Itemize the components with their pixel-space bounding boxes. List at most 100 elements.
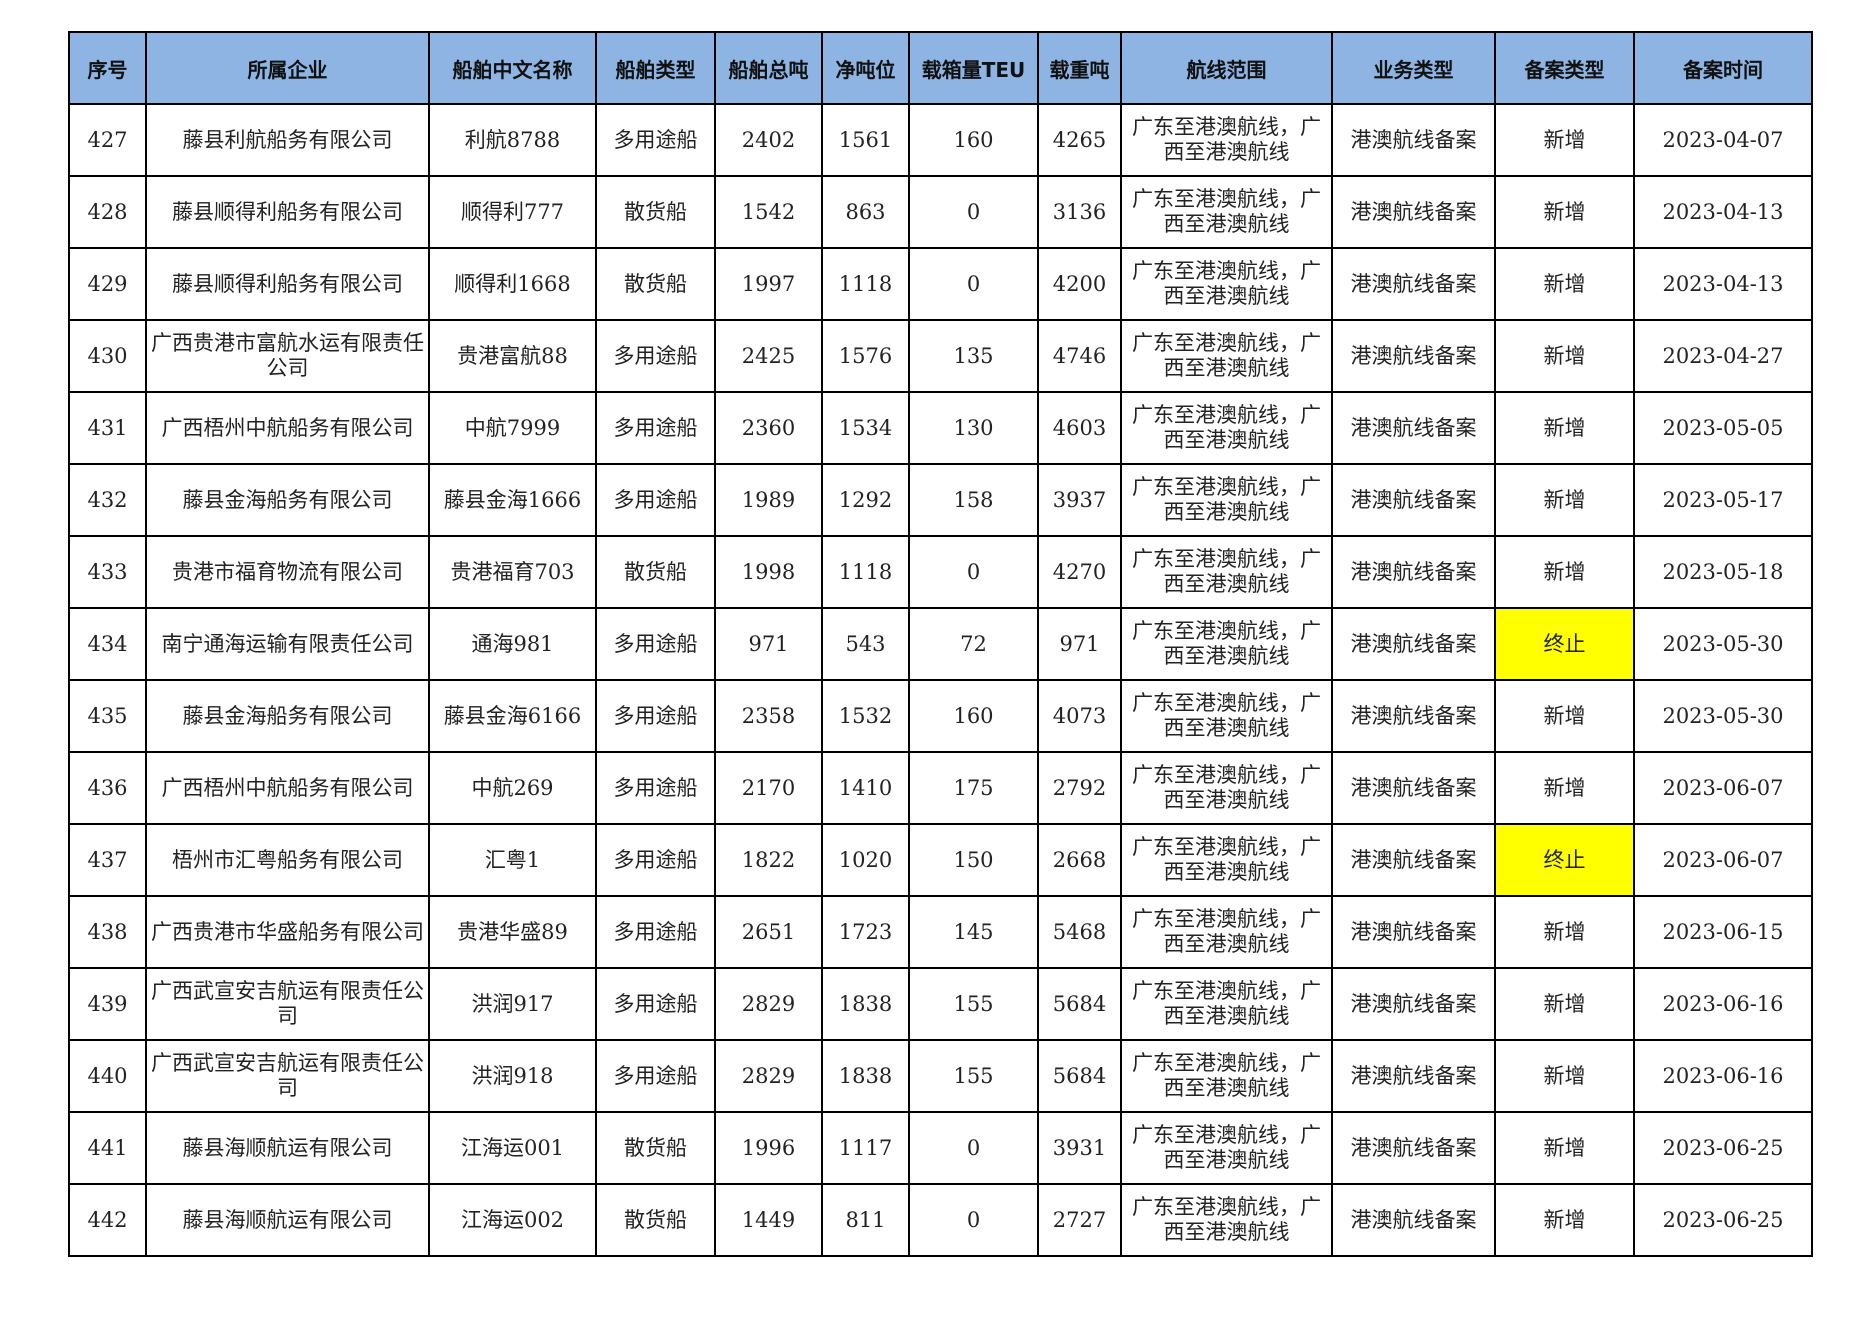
cell-net-tonnage: 1020 <box>821 823 910 897</box>
cell-teu-capacity: 160 <box>908 679 1039 753</box>
cell-filing-type: 新增 <box>1494 535 1635 609</box>
table-row: 433 贵港市福育物流有限公司 贵港福育703 散货船 1998 1118 0 4270 广东至… <box>68 535 1813 609</box>
cell-filing-type: 新增 <box>1494 1183 1635 1257</box>
cell-index: 434 <box>68 607 147 681</box>
cell-ship-name: 洪润918 <box>428 1039 597 1113</box>
cell-filing-date: 2023-06-16 <box>1633 967 1813 1041</box>
cell-filing-type: 终止 <box>1494 823 1635 897</box>
cell-gross-tonnage: 2402 <box>714 103 823 177</box>
cell-ship-name: 汇粤1 <box>428 823 597 897</box>
cell-index: 435 <box>68 679 147 753</box>
cell-index: 437 <box>68 823 147 897</box>
cell-net-tonnage: 1118 <box>821 247 910 321</box>
cell-gross-tonnage: 971 <box>714 607 823 681</box>
cell-deadweight: 2792 <box>1037 751 1122 825</box>
cell-deadweight: 3931 <box>1037 1111 1122 1185</box>
cell-index: 432 <box>68 463 147 537</box>
cell-filing-date: 2023-06-07 <box>1633 751 1813 825</box>
cell-filing-type: 新增 <box>1494 1039 1635 1113</box>
cell-ship-type: 多用途船 <box>595 967 716 1041</box>
cell-deadweight: 971 <box>1037 607 1122 681</box>
ship-registry-table: 序号 所属企业 船舶中文名称 船舶类型 船舶总吨 净吨位 载箱量TEU 载重吨 航线范围 业务类型… <box>68 31 1813 1257</box>
cell-index: 433 <box>68 535 147 609</box>
cell-filing-type: 新增 <box>1494 751 1635 825</box>
cell-teu-capacity: 175 <box>908 751 1039 825</box>
cell-gross-tonnage: 1996 <box>714 1111 823 1185</box>
table-header-row: 序号 所属企业 船舶中文名称 船舶类型 船舶总吨 净吨位 载箱量TEU 载重吨 航线范围 业务类型… <box>68 31 1813 105</box>
cell-ship-name: 洪润917 <box>428 967 597 1041</box>
header-ship-type: 船舶类型 <box>595 31 716 105</box>
cell-company: 藤县海顺航运有限公司 <box>145 1111 430 1185</box>
cell-deadweight: 2727 <box>1037 1183 1122 1257</box>
cell-filing-type: 新增 <box>1494 1111 1635 1185</box>
cell-ship-type: 多用途船 <box>595 103 716 177</box>
cell-gross-tonnage: 1822 <box>714 823 823 897</box>
cell-company: 藤县金海船务有限公司 <box>145 679 430 753</box>
cell-route-scope: 广东至港澳航线，广西至港澳航线 <box>1120 247 1333 321</box>
cell-ship-type: 多用途船 <box>595 751 716 825</box>
cell-net-tonnage: 1410 <box>821 751 910 825</box>
cell-company: 广西武宣安吉航运有限责任公司 <box>145 1039 430 1113</box>
cell-filing-date: 2023-06-25 <box>1633 1111 1813 1185</box>
cell-company: 藤县金海船务有限公司 <box>145 463 430 537</box>
cell-index: 428 <box>68 175 147 249</box>
cell-ship-type: 多用途船 <box>595 895 716 969</box>
cell-company: 藤县顺得利船务有限公司 <box>145 175 430 249</box>
header-route-scope: 航线范围 <box>1120 31 1333 105</box>
cell-ship-type: 散货船 <box>595 175 716 249</box>
cell-business-type: 港澳航线备案 <box>1331 175 1496 249</box>
cell-ship-type: 多用途船 <box>595 319 716 393</box>
cell-company: 广西武宣安吉航运有限责任公司 <box>145 967 430 1041</box>
cell-ship-type: 散货船 <box>595 1111 716 1185</box>
cell-company: 南宁通海运输有限责任公司 <box>145 607 430 681</box>
cell-index: 430 <box>68 319 147 393</box>
cell-net-tonnage: 1532 <box>821 679 910 753</box>
header-filing-date: 备案时间 <box>1633 31 1813 105</box>
cell-company: 广西贵港市华盛船务有限公司 <box>145 895 430 969</box>
cell-filing-type: 新增 <box>1494 679 1635 753</box>
cell-teu-capacity: 158 <box>908 463 1039 537</box>
table-row: 429 藤县顺得利船务有限公司 顺得利1668 散货船 1997 1118 0 4200 广东至… <box>68 247 1813 321</box>
cell-ship-name: 贵港福育703 <box>428 535 597 609</box>
cell-route-scope: 广东至港澳航线，广西至港澳航线 <box>1120 175 1333 249</box>
cell-filing-date: 2023-05-30 <box>1633 607 1813 681</box>
cell-teu-capacity: 0 <box>908 175 1039 249</box>
cell-teu-capacity: 0 <box>908 535 1039 609</box>
cell-filing-type: 新增 <box>1494 967 1635 1041</box>
cell-deadweight: 4603 <box>1037 391 1122 465</box>
header-company: 所属企业 <box>145 31 430 105</box>
cell-net-tonnage: 543 <box>821 607 910 681</box>
header-teu-capacity: 载箱量TEU <box>908 31 1039 105</box>
cell-filing-type: 终止 <box>1494 607 1635 681</box>
cell-route-scope: 广东至港澳航线，广西至港澳航线 <box>1120 895 1333 969</box>
cell-filing-date: 2023-06-25 <box>1633 1183 1813 1257</box>
cell-ship-name: 顺得利777 <box>428 175 597 249</box>
cell-teu-capacity: 0 <box>908 247 1039 321</box>
cell-business-type: 港澳航线备案 <box>1331 679 1496 753</box>
header-index: 序号 <box>68 31 147 105</box>
cell-ship-type: 散货船 <box>595 247 716 321</box>
cell-teu-capacity: 155 <box>908 967 1039 1041</box>
table-row: 432 藤县金海船务有限公司 藤县金海1666 多用途船 1989 1292 158 3937… <box>68 463 1813 537</box>
cell-index: 429 <box>68 247 147 321</box>
cell-gross-tonnage: 2651 <box>714 895 823 969</box>
table-row: 439 广西武宣安吉航运有限责任公司 洪润917 多用途船 2829 1838 155 568… <box>68 967 1813 1041</box>
header-filing-type: 备案类型 <box>1494 31 1635 105</box>
cell-deadweight: 2668 <box>1037 823 1122 897</box>
header-deadweight: 载重吨 <box>1037 31 1122 105</box>
cell-route-scope: 广东至港澳航线，广西至港澳航线 <box>1120 1039 1333 1113</box>
cell-filing-date: 2023-06-07 <box>1633 823 1813 897</box>
cell-index: 441 <box>68 1111 147 1185</box>
table-row: 435 藤县金海船务有限公司 藤县金海6166 多用途船 2358 1532 160 4073… <box>68 679 1813 753</box>
cell-business-type: 港澳航线备案 <box>1331 1183 1496 1257</box>
cell-route-scope: 广东至港澳航线，广西至港澳航线 <box>1120 535 1333 609</box>
cell-teu-capacity: 0 <box>908 1183 1039 1257</box>
cell-net-tonnage: 1838 <box>821 967 910 1041</box>
cell-gross-tonnage: 2170 <box>714 751 823 825</box>
table-row: 436 广西梧州中航船务有限公司 中航269 多用途船 2170 1410 175 2792 广… <box>68 751 1813 825</box>
cell-deadweight: 4270 <box>1037 535 1122 609</box>
cell-index: 431 <box>68 391 147 465</box>
cell-business-type: 港澳航线备案 <box>1331 535 1496 609</box>
cell-net-tonnage: 811 <box>821 1183 910 1257</box>
table-row: 434 南宁通海运输有限责任公司 通海981 多用途船 971 543 72 971 广东至港澳… <box>68 607 1813 681</box>
